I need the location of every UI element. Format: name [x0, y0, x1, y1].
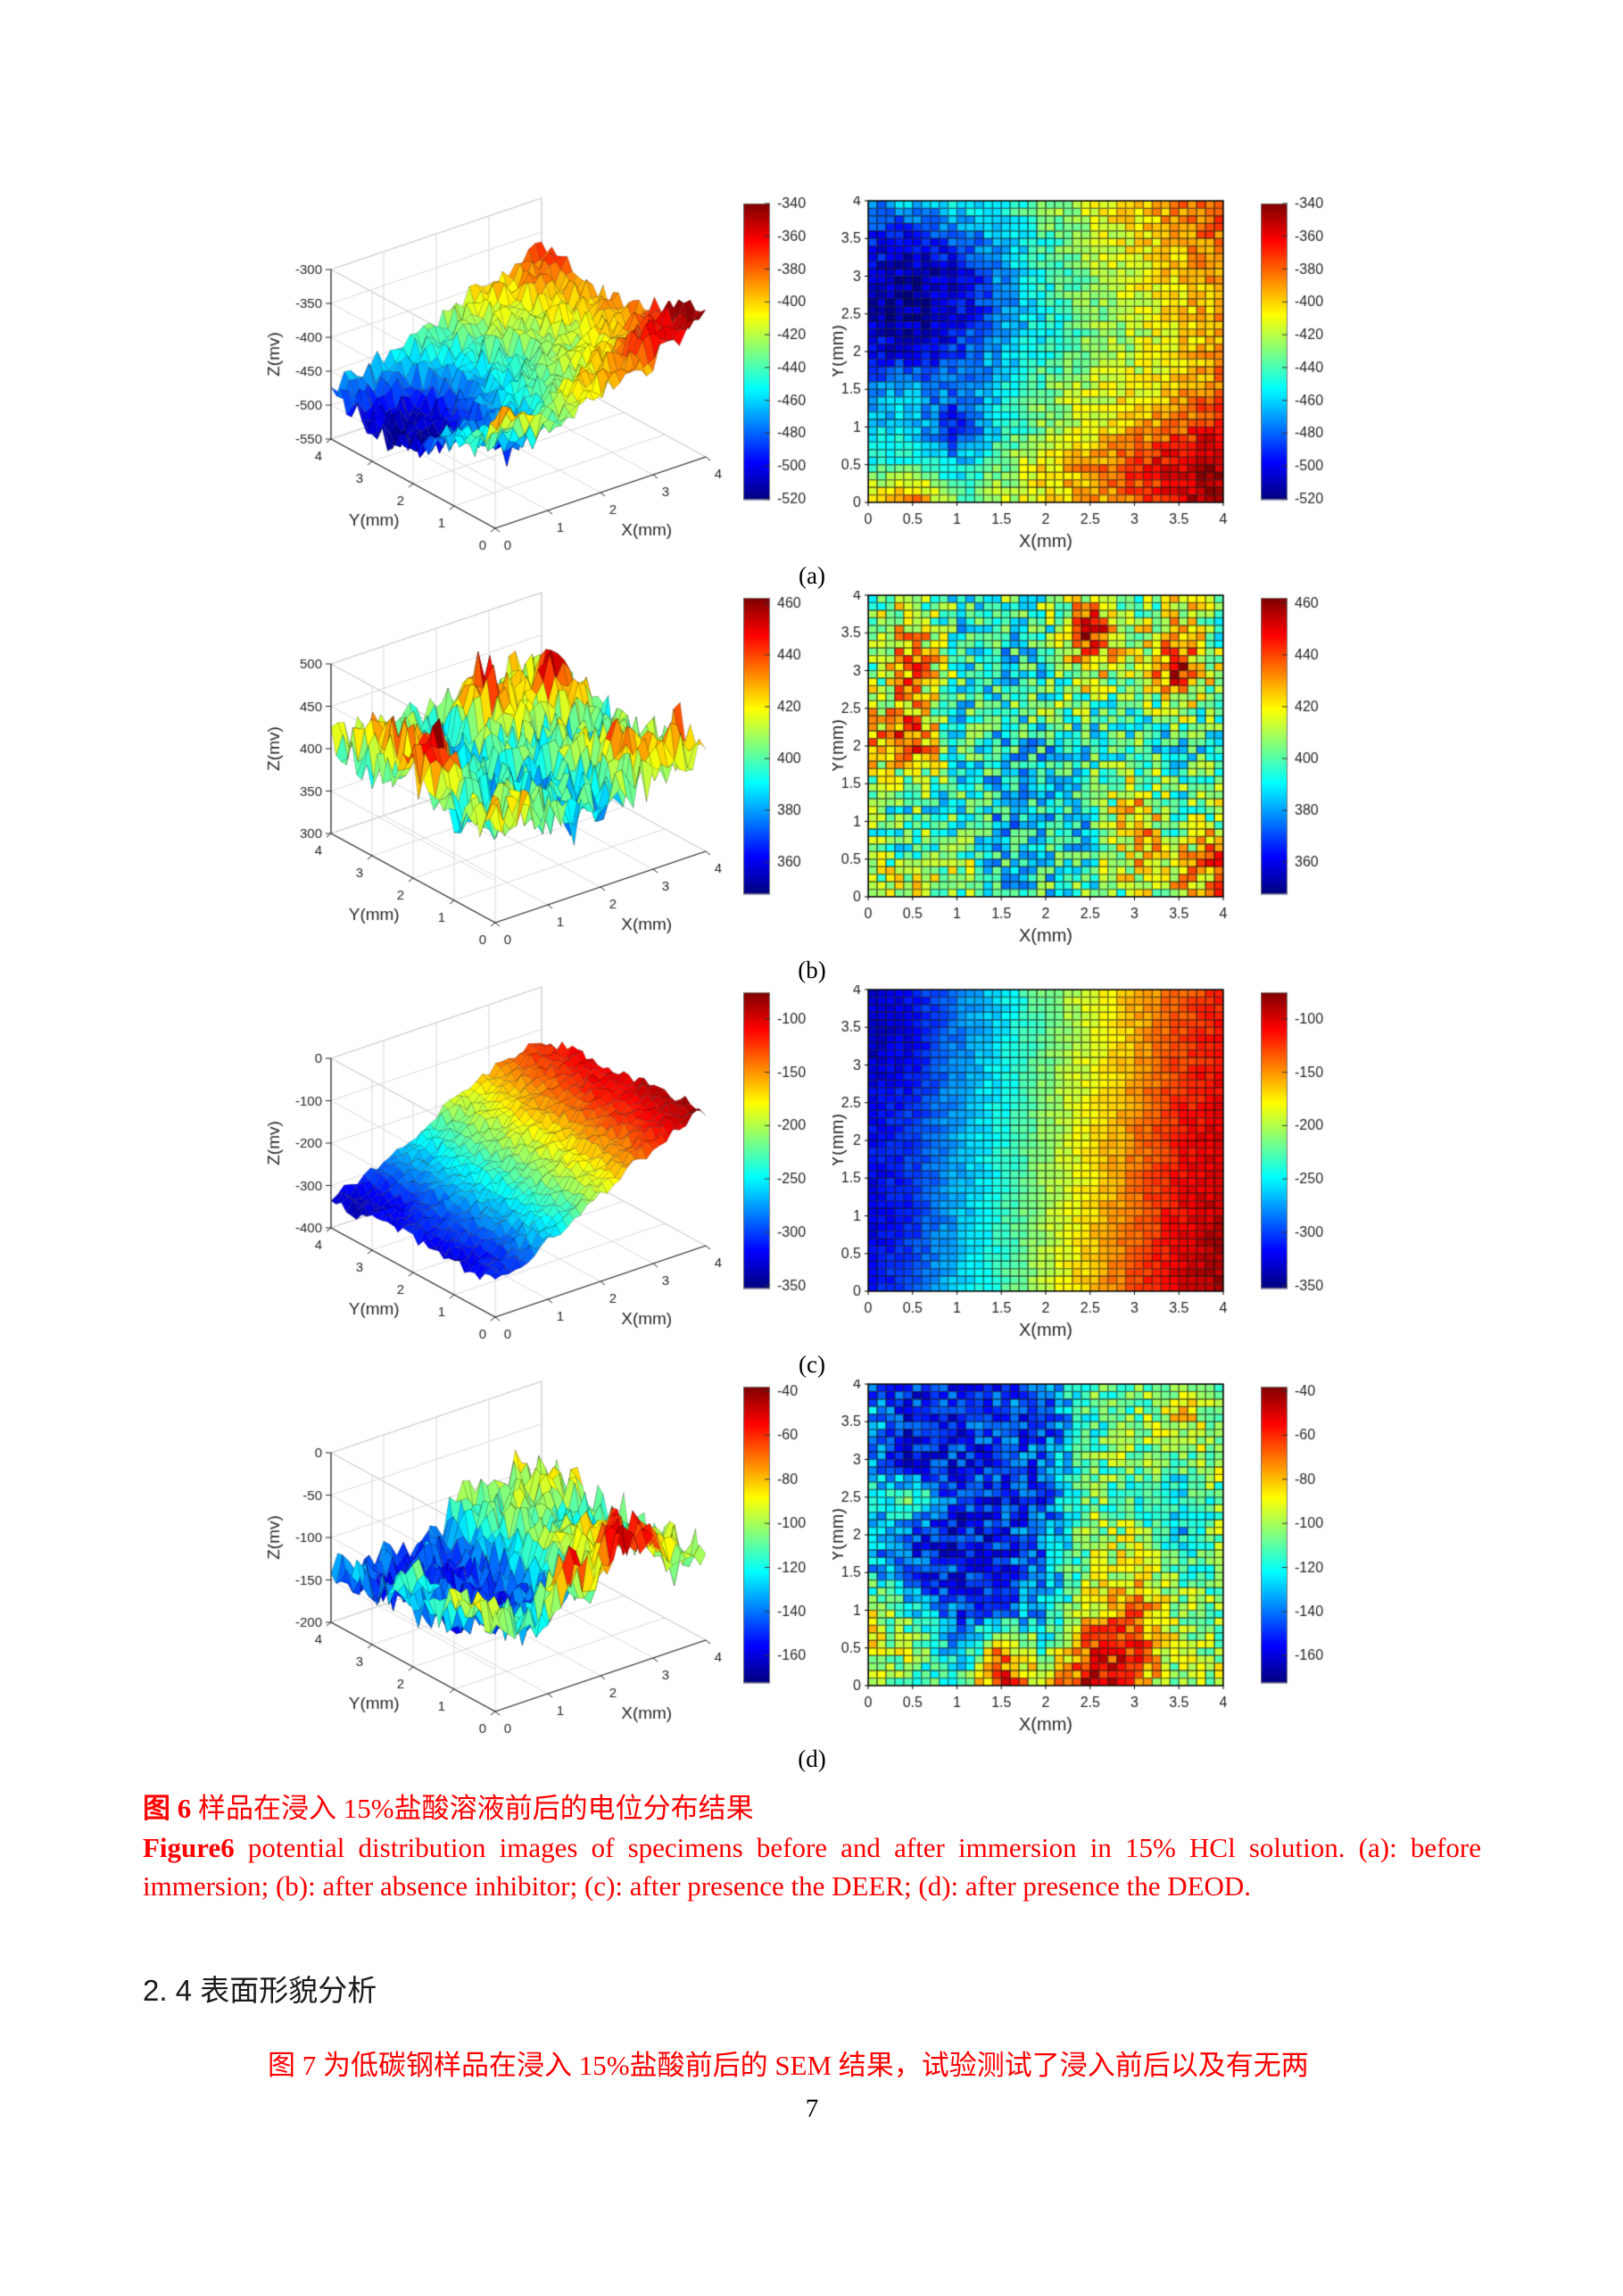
figure-row-c: (c)	[143, 905, 1481, 1397]
heatmap-c	[832, 985, 1261, 1355]
figure6-caption-zh-text: 样品在浸入 15%盐酸溶液前后的电位分布结果	[191, 1793, 754, 1824]
figure6-caption-zh-label: 图 6	[143, 1793, 192, 1824]
surface-plot-c	[201, 951, 736, 1397]
panel-label-c: (c)	[799, 1351, 825, 1378]
colorbar-surface-a	[743, 196, 832, 507]
colorbar-surface-b	[743, 591, 832, 901]
heatmap-d	[832, 1380, 1261, 1750]
heatmap-a	[832, 196, 1261, 567]
colorbar-heatmap-c	[1261, 985, 1359, 1296]
colorbar-surface-c	[743, 985, 832, 1296]
colorbar-heatmap-a	[1261, 196, 1359, 507]
panel-label-d: (d)	[798, 1745, 826, 1772]
figure6-caption-zh: 图 6 样品在浸入 15%盐酸溶液前后的电位分布结果	[143, 1786, 1481, 1826]
surface-plot-d	[201, 1346, 736, 1792]
figure-row-b: (b)	[143, 510, 1481, 1003]
panel-label-b: (b)	[798, 957, 826, 983]
heatmap-b	[832, 591, 1261, 961]
panel-label-a: (a)	[799, 562, 825, 589]
figure6-caption-en: Figure6 potential distribution images of…	[143, 1828, 1481, 1905]
figure-row-a: (a)	[143, 116, 1481, 609]
surface-plot-b	[201, 557, 736, 1003]
section-heading-2-4: 2. 4 表面形貌分析	[143, 1974, 377, 2007]
body-paragraph: 图 7 为低碳钢样品在浸入 15%盐酸前后的 SEM 结果，试验测试了浸入前后以…	[268, 2050, 1309, 2081]
colorbar-surface-d	[743, 1380, 832, 1690]
colorbar-heatmap-d	[1261, 1380, 1359, 1690]
figure6-caption-en-label: Figure6	[143, 1832, 235, 1863]
page-number: 7	[805, 2094, 819, 2123]
colorbar-heatmap-b	[1261, 591, 1359, 901]
figure-row-d: (d)	[143, 1299, 1481, 1792]
surface-plot-a	[201, 162, 736, 609]
figure6-caption-en-text: potential distribution images of specime…	[143, 1832, 1481, 1902]
